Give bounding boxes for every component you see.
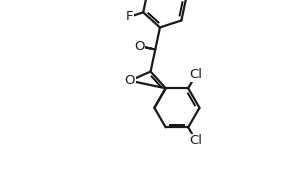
- Text: Cl: Cl: [190, 68, 203, 81]
- Text: F: F: [126, 10, 133, 23]
- Text: Cl: Cl: [190, 134, 203, 147]
- Text: O: O: [134, 40, 145, 53]
- Text: O: O: [125, 74, 135, 87]
